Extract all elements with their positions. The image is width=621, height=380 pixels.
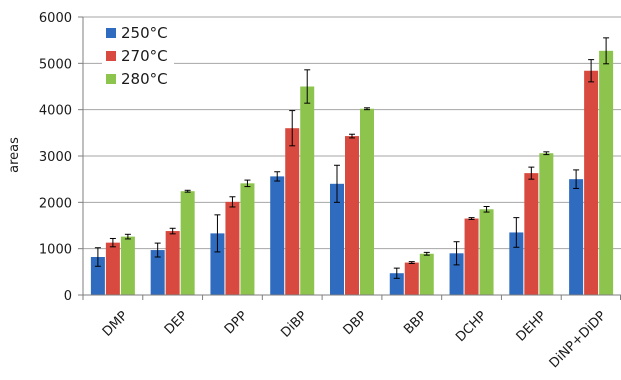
bar-270°C-BBP: [404, 262, 419, 295]
bar-280°C-DEHP: [539, 153, 554, 295]
legend: 250°C 270°C 280°C: [102, 23, 174, 94]
legend-swatch: [106, 74, 116, 84]
legend-label: 270°C: [121, 47, 168, 65]
bar-250°C-DPP: [210, 233, 225, 295]
legend-swatch: [106, 28, 116, 38]
bar-250°C-DBP: [330, 183, 344, 295]
bar-270°C-DBP: [345, 136, 359, 295]
bar-270°C-DEP: [165, 231, 180, 295]
x-category-label: DiNP+DiDP: [547, 308, 610, 371]
bar-280°C-DBP: [360, 108, 374, 296]
bar-270°C-DiBP: [285, 128, 300, 295]
error-bars: [94, 37, 610, 279]
bar-270°C-DCHP: [464, 218, 479, 295]
x-category-label: DMP: [100, 308, 131, 339]
bar-280°C-DEP: [180, 191, 195, 295]
y-tick-label: 5000: [39, 57, 72, 72]
x-category-label: DBP: [341, 308, 371, 338]
bar-280°C-BBP: [419, 253, 434, 295]
x-category-label: DEP: [162, 308, 191, 337]
bar-270°C-DiNP+DiDP: [584, 70, 599, 295]
x-category-label: DiBP: [278, 308, 310, 340]
bar-250°C-DEHP: [509, 232, 524, 295]
bar-280°C-DPP: [240, 183, 255, 295]
bar-250°C-DCHP: [449, 253, 464, 295]
bar-250°C-DiNP+DiDP: [569, 179, 584, 295]
bar-250°C-DMP: [90, 257, 105, 295]
x-category-label: DCHP: [453, 308, 490, 345]
x-category-label: DPP: [222, 308, 251, 337]
bar-250°C-DiBP: [270, 176, 285, 295]
y-tick-label: 2000: [39, 196, 72, 211]
bar-280°C-DiNP+DiDP: [599, 50, 614, 295]
y-tick-label: 6000: [39, 11, 72, 26]
bar-280°C-DiBP: [300, 86, 315, 295]
legend-label: 280°C: [121, 70, 168, 88]
y-axis-label: areas: [7, 137, 22, 173]
legend-swatch: [106, 51, 116, 61]
bar-280°C-DMP: [120, 236, 135, 295]
y-tick-label: 4000: [39, 104, 72, 119]
x-category-label: BBP: [401, 308, 430, 337]
bar-270°C-DPP: [225, 201, 240, 295]
legend-label: 250°C: [121, 24, 168, 42]
bar-250°C-DEP: [150, 250, 165, 295]
bar-250°C-BBP: [389, 273, 404, 295]
bar-280°C-DCHP: [479, 209, 494, 295]
y-tick-label: 0: [64, 289, 72, 304]
bar-270°C-DEHP: [524, 173, 539, 295]
bars: [90, 50, 614, 296]
y-tick-label: 3000: [39, 150, 72, 165]
y-tick-label: 1000: [39, 243, 72, 258]
x-category-label: DEHP: [514, 308, 550, 344]
bar-270°C-DMP: [105, 242, 120, 295]
